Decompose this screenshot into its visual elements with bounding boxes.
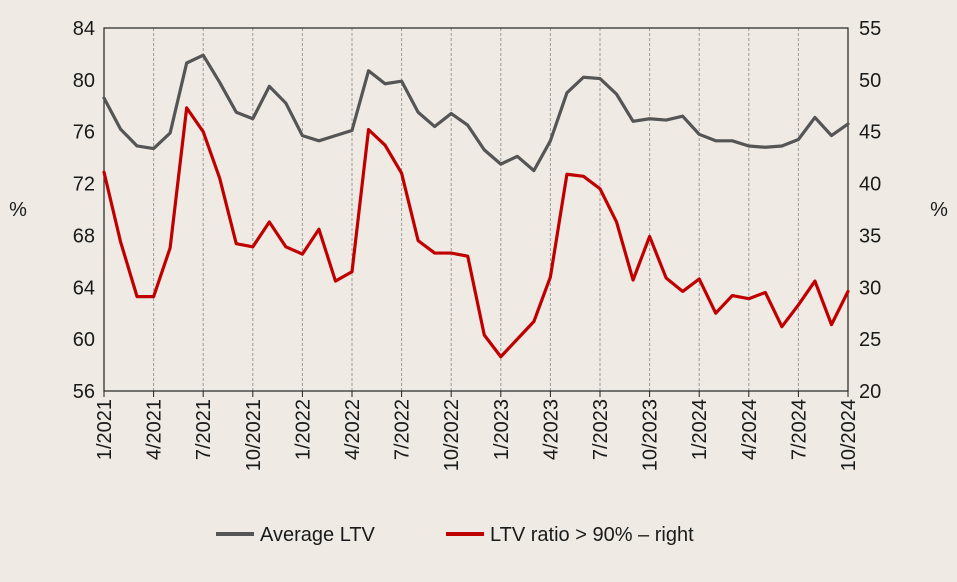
series-line-ltv-ratio-90-right <box>102 106 850 359</box>
y-right-tick-label-40: 40 <box>859 174 881 196</box>
x-tick-label-10-2021: 10/2021 <box>243 399 265 471</box>
x-tick-label-4-2024: 4/2024 <box>739 399 761 460</box>
y-right-tick-labels: 20 25 30 35 40 45 50 55 <box>859 18 881 403</box>
y-left-tick-labels: 56 60 64 68 72 76 80 84 <box>73 18 95 403</box>
y-right-tick-label-25: 25 <box>859 329 881 351</box>
grid-layer <box>153 28 799 391</box>
x-tick-label-1-2021: 1/2021 <box>94 399 116 460</box>
x-tick-marks <box>103 391 849 397</box>
x-tick-label-7-2022: 7/2022 <box>392 399 414 460</box>
series-layer <box>102 53 850 359</box>
y-right-tick-label-20: 20 <box>859 381 881 403</box>
y-left-tick-label-84: 84 <box>73 18 95 40</box>
x-tick-label-1-2024: 1/2024 <box>689 399 711 460</box>
y-left-tick-label-68: 68 <box>73 225 95 247</box>
x-tick-label-7-2024: 7/2024 <box>788 399 810 460</box>
legend: Average LTV LTV ratio > 90% – right <box>216 524 694 546</box>
legend-label-ltv-ratio-90: LTV ratio > 90% – right <box>490 524 694 546</box>
legend-label-average-ltv: Average LTV <box>260 524 376 546</box>
x-tick-label-1-2023: 1/2023 <box>491 399 513 460</box>
x-tick-label-4-2022: 4/2022 <box>342 399 364 460</box>
y-left-tick-label-56: 56 <box>73 381 95 403</box>
y-right-tick-label-55: 55 <box>859 18 881 40</box>
x-tick-label-7-2021: 7/2021 <box>193 399 215 460</box>
x-tick-label-4-2023: 4/2023 <box>540 399 562 460</box>
y-right-tick-label-35: 35 <box>859 225 881 247</box>
x-tick-label-10-2024: 10/2024 <box>838 399 860 471</box>
y-left-tick-label-76: 76 <box>73 122 95 144</box>
x-tick-label-4-2021: 4/2021 <box>144 399 166 460</box>
x-tick-labels: 1/2021 4/2021 7/2021 10/2021 1/2022 4/2022 7/2… <box>94 399 860 471</box>
y-right-tick-label-45: 45 <box>859 122 881 144</box>
x-tick-label-10-2022: 10/2022 <box>441 399 463 471</box>
x-tick-label-7-2023: 7/2023 <box>590 399 612 460</box>
y-left-tick-label-80: 80 <box>73 70 95 92</box>
y-right-tick-label-30: 30 <box>859 277 881 299</box>
x-tick-label-10-2023: 10/2023 <box>640 399 662 471</box>
y-right-axis-label: % <box>930 199 948 221</box>
y-left-tick-label-72: 72 <box>73 174 95 196</box>
y-right-tick-label-50: 50 <box>859 70 881 92</box>
x-tick-label-1-2022: 1/2022 <box>292 399 314 460</box>
y-left-tick-label-60: 60 <box>73 329 95 351</box>
plot-frame <box>103 27 849 392</box>
y-left-tick-label-64: 64 <box>73 277 95 299</box>
series-line-average-ltv <box>102 53 850 173</box>
y-left-axis-label: % <box>9 199 27 221</box>
